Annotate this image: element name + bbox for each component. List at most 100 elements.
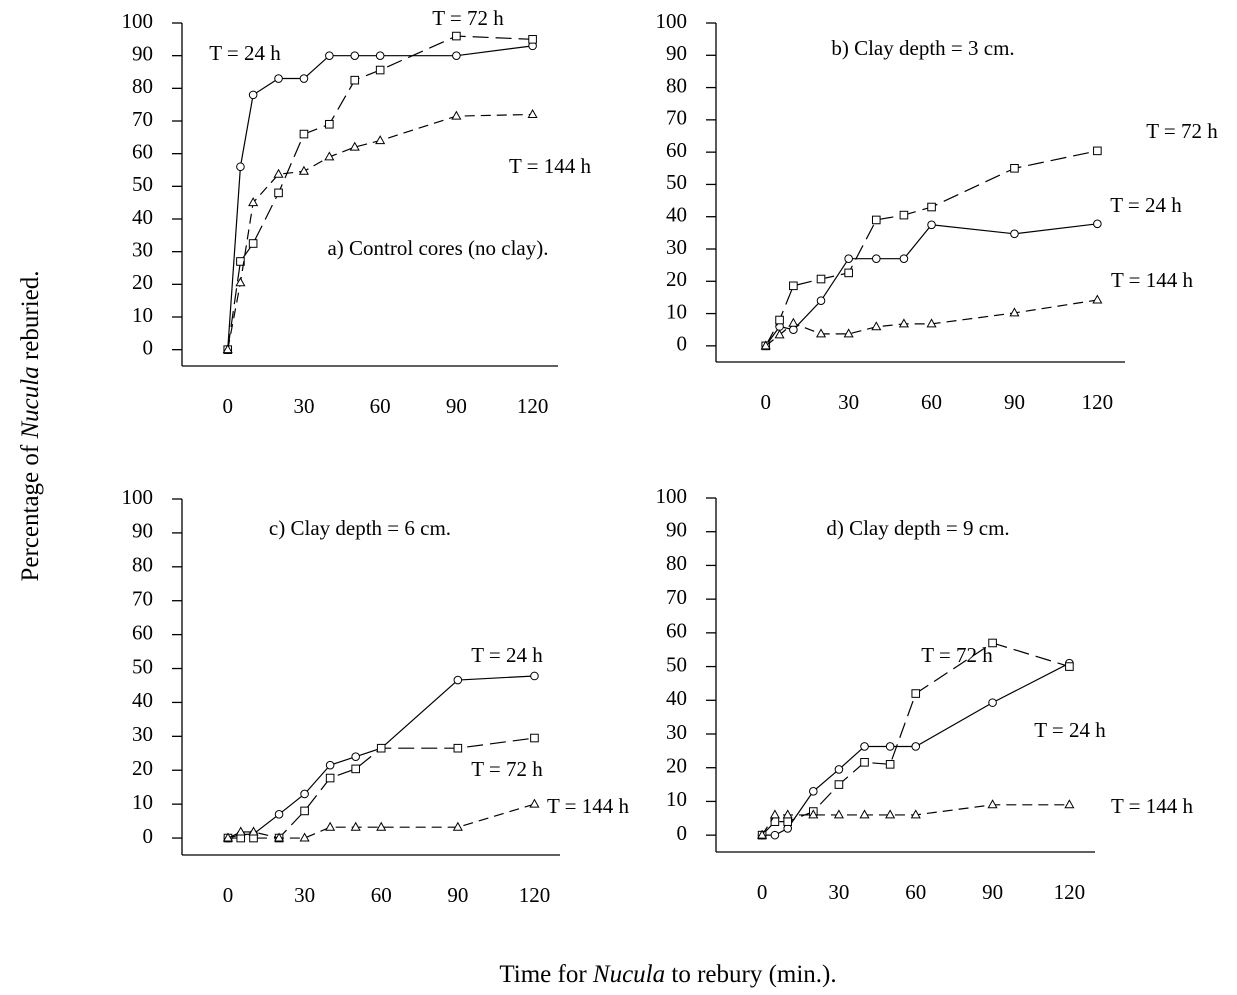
marker [299, 74, 309, 83]
y-tick-label: 0 [677, 821, 688, 845]
series-line [761, 642, 1070, 836]
x-tick-label: 120 [519, 883, 551, 907]
series-line [765, 223, 1098, 347]
marker [1093, 146, 1102, 156]
series-label: T = 144 h [547, 794, 630, 818]
marker [757, 829, 768, 839]
y-tick-label: 60 [132, 620, 153, 644]
y-tick-label: 100 [122, 485, 154, 509]
series-line [227, 35, 533, 350]
y-tick-label: 20 [132, 756, 153, 780]
y-tick-label: 10 [666, 787, 687, 811]
y-tick-label: 90 [132, 519, 153, 543]
marker [273, 168, 284, 178]
marker [235, 277, 246, 287]
x-tick-label: 0 [223, 883, 234, 907]
marker [300, 806, 309, 816]
panel-title: c) Clay depth = 6 cm. [269, 516, 451, 540]
marker [325, 773, 335, 783]
marker [860, 758, 869, 767]
marker [325, 51, 334, 60]
marker [222, 344, 233, 354]
marker [376, 821, 387, 831]
marker [235, 826, 246, 836]
marker [274, 188, 283, 198]
marker [375, 135, 386, 145]
marker [248, 90, 258, 100]
marker [453, 675, 463, 685]
y-tick-label: 50 [666, 652, 687, 676]
marker [375, 65, 385, 75]
marker [789, 325, 798, 335]
y-tick-label: 90 [132, 41, 153, 65]
series-label: T = 24 h [1110, 193, 1182, 217]
x-label-part: to rebury (min.). [671, 961, 836, 988]
marker [910, 809, 921, 819]
x-tick-label: 30 [294, 883, 315, 907]
y-tick-label: 0 [143, 824, 154, 848]
marker [300, 789, 309, 799]
x-tick-label: 120 [1054, 880, 1086, 904]
y-tick-label: 70 [132, 107, 153, 131]
marker [451, 110, 462, 120]
series-line [765, 150, 1098, 347]
marker [349, 141, 360, 151]
marker [274, 810, 284, 819]
x-tick-label: 30 [828, 880, 849, 904]
marker [843, 328, 854, 338]
y-tick-label: 80 [666, 73, 687, 97]
marker [808, 809, 819, 819]
marker [815, 328, 827, 338]
marker [844, 268, 853, 278]
marker [350, 51, 360, 60]
marker [788, 317, 799, 327]
y-tick-label: 10 [132, 790, 153, 814]
y-tick-label: 60 [666, 138, 687, 162]
marker [911, 689, 921, 698]
marker [760, 340, 771, 350]
panel-title: b) Clay depth = 3 cm. [831, 36, 1014, 60]
marker [899, 210, 909, 220]
marker [351, 764, 360, 774]
marker [988, 638, 997, 648]
marker [452, 31, 461, 41]
series-line [227, 113, 533, 350]
marker [1093, 219, 1102, 229]
series-label: T = 24 h [1034, 718, 1106, 742]
y-tick-label: 10 [132, 303, 153, 327]
marker [927, 202, 936, 212]
y-tick-label: 80 [132, 74, 153, 98]
y-tick-label: 20 [666, 267, 687, 291]
marker [859, 809, 870, 819]
marker [325, 821, 336, 831]
marker [782, 809, 793, 819]
series-label: T = 72 h [1146, 119, 1218, 143]
marker [885, 742, 895, 751]
marker [898, 318, 909, 328]
series-line [761, 804, 1070, 836]
y-tick-label: 100 [656, 9, 688, 33]
x-tick-label: 0 [222, 394, 233, 418]
y-tick-label: 80 [666, 551, 687, 575]
marker [775, 315, 784, 325]
y-tick-label: 50 [132, 172, 153, 196]
marker [248, 197, 259, 207]
marker [325, 760, 335, 770]
x-tick-label: 90 [1004, 390, 1025, 414]
y-tick-label: 30 [666, 235, 687, 259]
marker [783, 817, 793, 826]
panel-title: d) Clay depth = 9 cm. [826, 516, 1009, 540]
y-tick-label: 60 [666, 619, 687, 643]
marker [299, 129, 309, 139]
marker [769, 809, 780, 819]
y-label-part: Nucula [17, 366, 44, 439]
y-label-part: reburied. [17, 271, 44, 361]
marker [248, 826, 259, 836]
x-tick-label: 60 [370, 394, 391, 418]
y-tick-label: 100 [656, 484, 688, 508]
marker [911, 742, 921, 751]
x-tick-label: 90 [982, 880, 1003, 904]
y-tick-label: 70 [132, 587, 153, 611]
marker [350, 75, 360, 85]
series-label: T = 144 h [1111, 794, 1194, 818]
